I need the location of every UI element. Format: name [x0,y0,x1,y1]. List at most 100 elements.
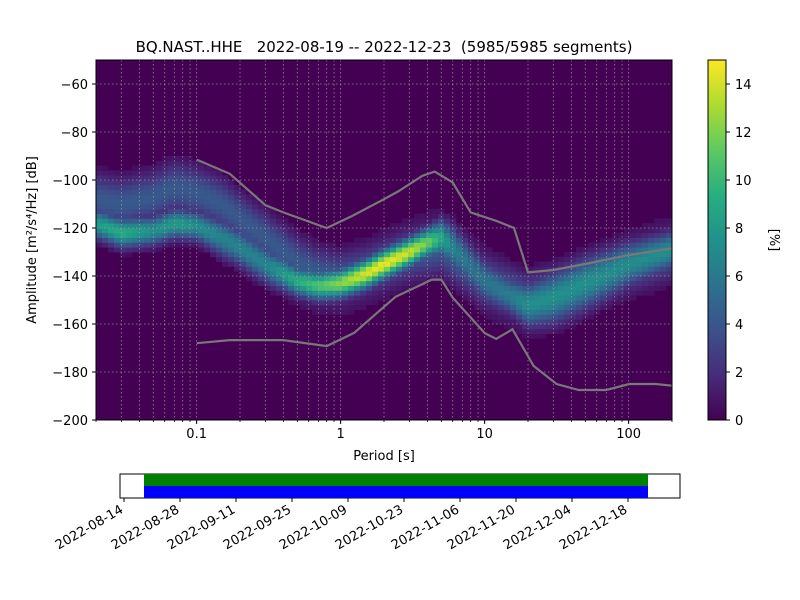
heatmap-cell [198,170,205,176]
heatmap-cell [636,266,643,272]
heatmap-cell [516,276,523,282]
heatmap-cell [174,208,181,214]
heatmap-cell [654,228,661,234]
heatmap-cell [180,204,187,210]
heatmap-cell [372,271,379,277]
heatmap-cell [534,290,541,296]
heatmap-cell [150,247,157,253]
heatmap-cell [330,247,337,253]
heatmap-cell [612,237,619,243]
heatmap-cell [144,213,151,219]
heatmap-cell [96,208,103,214]
heatmap-cell [456,237,463,243]
heatmap-cell [108,170,115,176]
heatmap-cell [162,199,169,205]
heatmap-cell [468,256,475,262]
heatmap-cell [288,223,295,229]
heatmap-cell [516,285,523,291]
heatmap-cell [234,213,241,219]
heatmap-cell [300,300,307,306]
heatmap-cell [402,237,409,243]
heatmap-cell [366,290,373,296]
heatmap-cell [468,280,475,286]
heatmap-cell [486,309,493,315]
heatmap-cell [426,213,433,219]
heatmap-cell [576,309,583,315]
heatmap-cell [318,300,325,306]
y-tick-label: −100 [52,174,88,189]
heatmap-cell [546,271,553,277]
heatmap-cell [666,280,672,286]
heatmap-cell [666,256,672,262]
heatmap-cell [120,232,127,238]
heatmap-cell [132,223,139,229]
heatmap-cell [342,266,349,272]
heatmap-cell [450,237,457,243]
heatmap-cell [510,271,517,277]
heatmap-cell [342,252,349,258]
heatmap-cell [168,199,175,205]
heatmap-cell [168,208,175,214]
heatmap-cell [210,175,217,181]
heatmap-cell [582,247,589,253]
heatmap-cell [234,199,241,205]
heatmap-cell [246,247,253,253]
heatmap-cell [336,285,343,291]
heatmap-cell [228,189,235,195]
heatmap-cell [276,223,283,229]
heatmap-cell [372,261,379,267]
heatmap-cell [252,271,259,277]
heatmap-cell [180,165,187,171]
heatmap-cell [210,208,217,214]
chart-title: BQ.NAST..HHE 2022-08-19 -- 2022-12-23 (5… [136,38,633,56]
heatmap-cell [114,189,121,195]
heatmap-cell [654,232,661,238]
heatmap-cell [432,237,439,243]
heatmap-cell [438,223,445,229]
heatmap-cell [450,242,457,248]
heatmap-cell [192,194,199,200]
heatmap-cell [570,256,577,262]
heatmap-cell [114,247,121,253]
y-tick-label: −200 [52,414,88,429]
heatmap-cell [216,170,223,176]
heatmap-cell [606,271,613,277]
heatmap-cell [270,252,277,258]
heatmap-cell [264,247,271,253]
heatmap-cell [186,189,193,195]
heatmap-cell [306,280,313,286]
heatmap-cell [666,242,672,248]
heatmap-cell [666,261,672,267]
heatmap-cell [204,242,211,248]
heatmap-cell [312,276,319,282]
heatmap-cell [96,232,103,238]
heatmap-cell [270,256,277,262]
heatmap-cell [276,242,283,248]
heatmap-cell [108,199,115,205]
heatmap-cell [480,276,487,282]
heatmap-cell [198,232,205,238]
heatmap-cell [306,237,313,243]
heatmap-cell [144,175,151,181]
heatmap-cell [564,295,571,301]
heatmap-cell [330,242,337,248]
heatmap-cell [432,242,439,248]
heatmap-cell [582,252,589,258]
heatmap-cell [168,204,175,210]
heatmap-cell [648,228,655,234]
heatmap-cell [258,252,265,258]
heatmap-cell [444,280,451,286]
heatmap-cell [204,213,211,219]
heatmap-cell [558,314,565,320]
heatmap-cell [480,309,487,315]
heatmap-cell [300,290,307,296]
heatmap-cell [498,300,505,306]
heatmap-cell [330,256,337,262]
heatmap-cell [306,242,313,248]
heatmap-cell [108,218,115,224]
heatmap-cell [216,218,223,224]
heatmap-cell [282,237,289,243]
heatmap-cell [390,232,397,238]
heatmap-cell [516,271,523,277]
heatmap-cell [282,228,289,234]
